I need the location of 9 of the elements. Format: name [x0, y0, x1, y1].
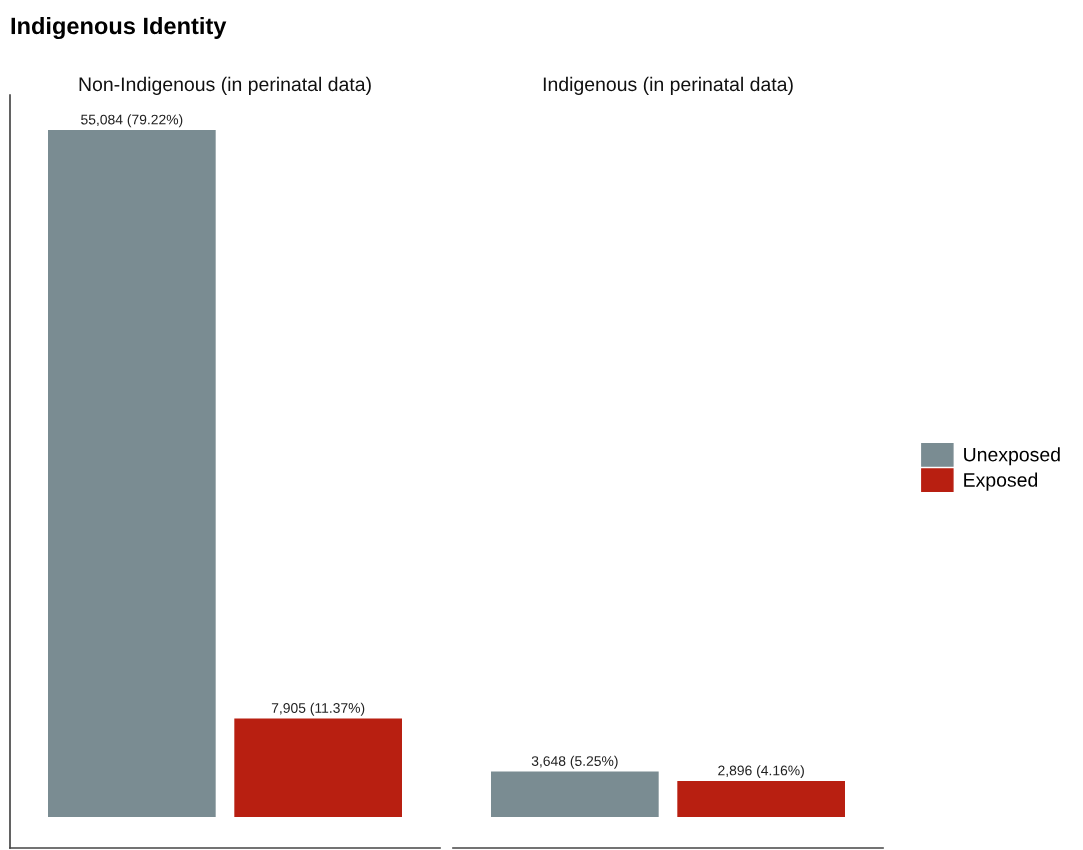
chart-subtitle: Non-Indigenous (in perinatal data)	[79, 76, 371, 95]
legend-label: Exposed	[964, 472, 1038, 491]
chart-title: Indigenous Identity	[11, 16, 227, 40]
legend-label: Unexposed	[964, 447, 1060, 466]
data-label: 7,905 (11.37%)	[271, 702, 365, 716]
chart-subtitle: Indigenous (in perinatal data)	[543, 76, 793, 95]
data-label: 2,896 (4.16%)	[718, 765, 804, 779]
data-label: 3,648 (5.25%)	[531, 755, 618, 769]
data-label: 55,084 (79.22%)	[81, 114, 183, 128]
